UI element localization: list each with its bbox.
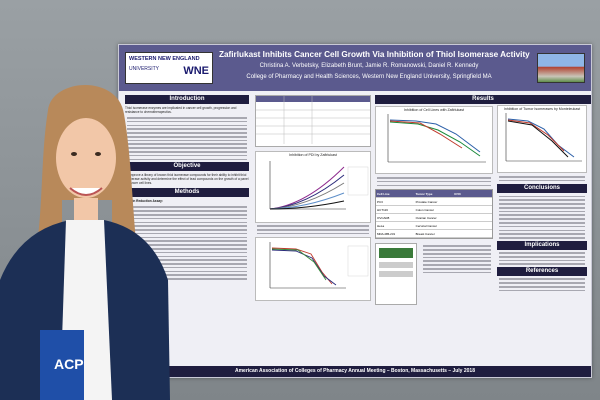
figure-caption: [255, 225, 371, 235]
section-header-introduction: Introduction: [125, 95, 249, 104]
compound-table: [255, 95, 371, 147]
table-header: Cell Line: [377, 191, 390, 196]
badge-text: ACP: [54, 356, 84, 372]
objective-text: To improve a library of known thiol isom…: [125, 173, 249, 186]
section-header-results: Results: [375, 95, 591, 104]
table-header-row: Cell Line Tumor Type IC50: [376, 190, 492, 199]
face: [56, 118, 116, 198]
section-header-objective: Objective: [125, 162, 249, 172]
table-cell: PC3: [377, 199, 383, 204]
table-row: PC3 Prostate Cancer: [376, 198, 492, 207]
section-header-methods: Methods: [125, 188, 249, 198]
pdi-chart-title: Inhibition of PDI by Zafirlukast: [289, 153, 337, 157]
table-cell: Cervical Cancer: [415, 223, 438, 228]
introduction-text: Thiol isomerase enzymes are implicated i…: [125, 106, 237, 114]
campus-photo: [537, 53, 585, 83]
product-images: [375, 243, 493, 306]
logo-line-1: WESTERN NEW ENGLAND: [129, 56, 200, 62]
middle-column: Inhibition of PDI by Zafirlukast: [255, 95, 371, 302]
table-cell: OVCAR8: [377, 215, 390, 220]
tumor-caption: [497, 176, 587, 182]
dose-response-graphic: [269, 242, 369, 289]
cell-line-chart-graphic: [387, 114, 486, 163]
table-cell: Breast Cancer: [415, 231, 435, 236]
name-badge: [40, 330, 84, 400]
table-header: Tumor Type: [415, 191, 433, 196]
poster-footer: American Association of Colleges of Phar…: [119, 366, 591, 377]
neck: [74, 198, 98, 224]
table-row: OVCAR8 Ovarian Cancer: [376, 214, 492, 223]
pdi-chart-graphic: [269, 161, 369, 210]
section-header-references: References: [497, 267, 587, 277]
tumor-chart-title: Inhibition of Tumor Isomerases by Montel…: [503, 107, 581, 111]
left-column: Introduction Thiol isomerase enzymes are…: [125, 95, 249, 282]
logo-mark: WNE: [183, 65, 209, 77]
table-cell: HeLa: [377, 223, 385, 228]
cell-line-inhibition-chart: Inhibition of Cell Lines with Zafirlukas…: [375, 106, 493, 174]
table-cell: Ovarian Cancer: [415, 215, 437, 220]
cell-line-chart-title: Inhibition of Cell Lines with Zafirlukas…: [403, 108, 465, 112]
tumor-chart-graphic: [505, 113, 582, 162]
table-row: MDA-MB-231 Breast Cancer: [376, 230, 492, 239]
product-text: [421, 243, 493, 305]
research-poster: WESTERN NEW ENGLAND UNIVERSITY WNE Zafir…: [118, 44, 592, 378]
methods-body: [125, 206, 249, 280]
table-cell: MDA-MB-231: [377, 231, 396, 236]
university-logo: WESTERN NEW ENGLAND UNIVERSITY WNE: [125, 52, 213, 84]
presenter: [0, 85, 170, 400]
compound-table-graphic: [256, 96, 370, 144]
section-header-conclusions: Conclusions: [497, 184, 587, 194]
results-column: Results Inhibition of Cell Lines with Za…: [375, 95, 591, 306]
introduction-body: [125, 117, 249, 161]
pdi-inhibition-chart: Inhibition of PDI by Zafirlukast: [255, 151, 371, 223]
dose-response-chart: [255, 237, 371, 302]
implications-body: [497, 252, 587, 266]
table-cell: HCT116: [377, 207, 388, 212]
poster-banner: WESTERN NEW ENGLAND UNIVERSITY WNE Zafir…: [119, 45, 591, 91]
table-cell: Colon Cancer: [415, 207, 435, 212]
results-caption: [375, 177, 493, 187]
poster-affiliation: College of Pharmacy and Health Sciences,…: [246, 74, 492, 80]
tumor-isomerase-chart: Inhibition of Tumor Isomerases by Montel…: [497, 105, 587, 173]
drug-package-image: [375, 243, 417, 306]
conclusions-body: [497, 195, 587, 239]
poster-title: Zafirlukast Inhibits Cancer Cell Growth …: [219, 50, 530, 59]
right-column: Inhibition of Tumor Isomerases by Montel…: [497, 105, 587, 294]
poster-authors: Christina A. Verbetsky, Elizabeth Brunt,…: [259, 63, 479, 69]
table-cell: Prostate Cancer: [415, 199, 438, 204]
cell-line-table: Cell Line Tumor Type IC50 PC3 Prostate C…: [375, 189, 493, 240]
logo-line-2: UNIVERSITY: [129, 66, 160, 72]
methods-heading: Insulin Reduction Assay:: [125, 199, 163, 204]
references-body: [497, 278, 587, 292]
table-header: IC50: [454, 191, 461, 196]
table-row: HCT116 Colon Cancer: [376, 206, 492, 215]
section-header-implications: Implications: [497, 240, 587, 250]
table-row: HeLa Cervical Cancer: [376, 222, 492, 231]
